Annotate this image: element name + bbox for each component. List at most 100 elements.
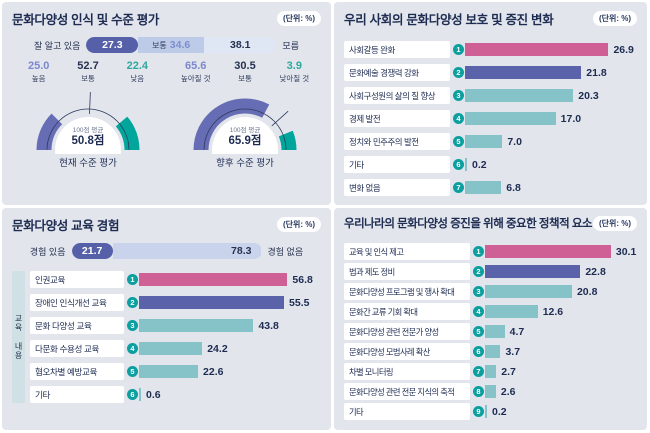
bar-label: 다문화 수용성 교육	[30, 340, 124, 357]
rank-badge: 6	[453, 159, 464, 170]
bar-label: 사회구성원의 삶의 질 향상	[344, 87, 450, 104]
rank-badge: 6	[127, 389, 138, 400]
bar	[465, 89, 574, 102]
svg-text:100점 평균: 100점 평균	[73, 125, 104, 134]
bar	[465, 135, 503, 148]
gauge-value: 25.0	[27, 60, 50, 72]
gauge-value-row: 25.0 높음 52.7 보통 22.4 낮음	[14, 60, 162, 84]
svg-text:65.9점: 65.9점	[229, 133, 262, 147]
panel-header: 우리 사회의 문화다양성 보호 및 증진 변화 (단위: %)	[344, 9, 637, 28]
bar-row: 문화다양성 관련 전문가 양성 5 4.7	[344, 323, 637, 340]
bar-value: 17.0	[560, 112, 582, 125]
bar-label: 경제 발전	[344, 110, 450, 127]
gauge-value-item: 25.0 높음	[14, 60, 63, 84]
bar-label: 기타	[30, 386, 124, 403]
rank-badge: 8	[473, 386, 484, 397]
segment: 27.3	[86, 37, 139, 53]
bar-row: 교육 및 인식 제고 1 30.1	[344, 243, 637, 260]
bar	[139, 296, 285, 309]
bar-row: 정치와 민주주의 발전 5 7.0	[344, 133, 637, 150]
policy-bar-chart: 교육 및 인식 제고 1 30.1 법과 제도 정비 2 22.8 문화다양성 프로그램 및…	[344, 243, 637, 420]
panel-policy-factors: 우리나라의 문화다양성 증진을 위해 중요한 정책적 요소 (단위: %) 교육…	[334, 208, 647, 430]
segment: 보통 34.6	[138, 37, 205, 53]
bar-row: 사회구성원의 삶의 질 향상 3 20.3	[344, 87, 637, 104]
unit-badge: (단위: %)	[276, 217, 321, 232]
bar-row: 기타 6 0.6	[30, 386, 313, 403]
segment: 21.7	[71, 243, 113, 259]
bar-row: 차별 모니터링 7 2.7	[344, 363, 637, 380]
gauge-value: 22.4	[126, 60, 149, 72]
bar-label: 인권교육	[30, 271, 124, 288]
bar-label: 변화 없음	[344, 179, 450, 196]
bar-row: 문화다양성 모범사례 확산 6 3.7	[344, 343, 637, 360]
gauge-value: 65.6	[184, 60, 207, 72]
bar-label: 문화다양성 관련 전문가 양성	[344, 323, 470, 340]
bar-row: 변화 없음 7 6.8	[344, 179, 637, 196]
level-gauge-charts: 25.0 높음 52.7 보통 22.4 낮음 100점 평균 50.8점 현재 수준 평가 65…	[12, 60, 321, 169]
bar	[465, 181, 502, 194]
rank-badge: 2	[127, 297, 138, 308]
rank-badge: 1	[127, 274, 138, 285]
svg-text:100점 평균: 100점 평균	[230, 125, 261, 134]
gauge-value-label: 높음	[31, 74, 46, 83]
rank-badge: 3	[453, 90, 464, 101]
bar	[485, 285, 572, 298]
gauge-value-row: 65.6 높아질 것 30.5 보통 3.9 낮아질 것	[171, 60, 319, 84]
rank-badge: 7	[453, 182, 464, 193]
svg-text:50.8점: 50.8점	[72, 133, 105, 147]
gauge-caption: 향후 수준 평가	[216, 158, 274, 169]
bar-label: 법과 제도 정비	[344, 263, 470, 280]
segment-value: 38.1	[229, 39, 251, 51]
bar-value: 22.8	[585, 265, 606, 278]
segment-label: 경험 없음	[267, 246, 304, 257]
rank-badge: 5	[473, 326, 484, 337]
bar-row: 인권교육 1 56.8	[30, 271, 313, 288]
bar	[139, 319, 254, 332]
bar-row: 기타 6 0.2	[344, 156, 637, 173]
bar-value: 12.6	[542, 305, 564, 318]
gauge-value-label: 낮음	[130, 74, 145, 83]
bar-label: 정치와 민주주의 발전	[344, 133, 450, 150]
bar-label: 장애인 인식개선 교육	[30, 294, 124, 311]
gauge-caption: 현재 수준 평가	[59, 158, 117, 169]
bar	[485, 345, 501, 358]
rank-badge: 6	[473, 346, 484, 357]
bar-row: 문화다양성 프로그램 및 행사 확대 3 20.8	[344, 283, 637, 300]
bar-label: 교육 및 인식 제고	[344, 243, 470, 260]
bar	[465, 66, 582, 79]
bar-value: 2.6	[500, 385, 516, 398]
panel-title: 문화다양성 교육 경험	[12, 219, 120, 233]
bar	[465, 43, 609, 56]
rank-badge: 9	[473, 406, 484, 417]
rank-badge: 2	[473, 266, 484, 277]
bar-label: 기타	[344, 156, 450, 173]
gauge-value-item: 52.7 보통	[63, 60, 112, 84]
bar-value: 20.8	[576, 285, 598, 298]
rank-badge: 3	[473, 286, 484, 297]
segment-value: 21.7	[81, 245, 103, 257]
rank-badge: 7	[473, 366, 484, 377]
bar-row: 문화예술 경쟁력 강화 2 21.8	[344, 64, 637, 81]
segment-value: 27.3	[102, 39, 123, 51]
bar-value: 55.5	[289, 296, 310, 309]
panel-awareness-level: 문화다양성 인식 및 수준 평가 (단위: %) 잘 알고 있음 27.3 보통 34…	[2, 2, 331, 205]
bar-value: 30.1	[615, 245, 637, 258]
bar-value: 6.8	[506, 181, 521, 194]
bar	[465, 112, 556, 125]
education-content-group: 교육 내용 인권교육 1 56.8 장애인 인식개선 교육 2 55.5 문화 다양성 교육…	[12, 271, 321, 403]
gauge-value-label: 보통	[238, 74, 252, 83]
bar-label: 혐오차별 예방교육	[30, 363, 124, 380]
bar-value: 2.7	[501, 365, 516, 378]
group-label-education-content: 교육 내용	[12, 271, 25, 403]
bar	[485, 245, 611, 258]
bar	[485, 305, 538, 318]
bar-value: 0.2	[472, 158, 487, 171]
bar-row: 경제 발전 4 17.0	[344, 110, 637, 127]
bar	[139, 365, 199, 378]
bar-row: 문화다양성 관련 전문 지식의 축적 8 2.6	[344, 383, 637, 400]
gauge-value-item: 30.5 보통	[220, 60, 269, 84]
